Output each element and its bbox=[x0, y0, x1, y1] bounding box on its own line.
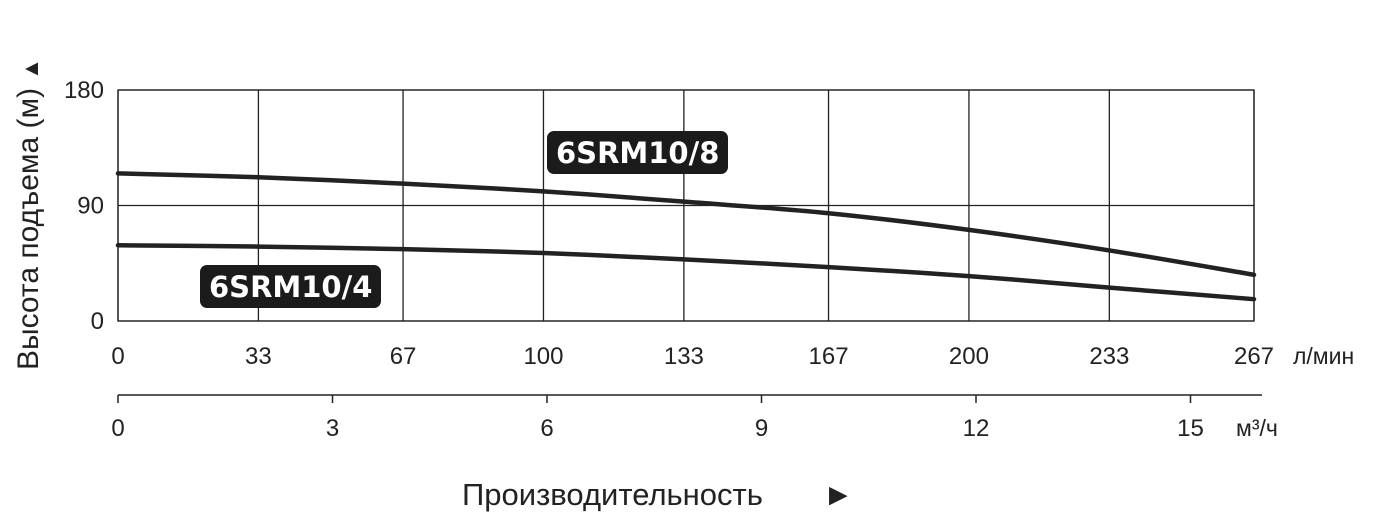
series-label-text: 6SRM10/4 bbox=[209, 270, 372, 304]
series-line-6srm10-4 bbox=[115, 243, 1257, 302]
x-lpm-tick-label: 267 bbox=[1234, 343, 1274, 370]
x-lpm-tick-label: 0 bbox=[111, 343, 124, 370]
y-tick-label: 0 bbox=[91, 308, 104, 335]
x-m3h-tick-label: 6 bbox=[540, 415, 553, 442]
series-label-box bbox=[547, 131, 728, 174]
x-m3h-unit: м³/ч bbox=[1236, 415, 1278, 441]
x-lpm-tick-label: 33 bbox=[245, 343, 272, 370]
chart-series bbox=[115, 171, 1257, 302]
x-lpm-unit: л/мин bbox=[1293, 343, 1354, 369]
y-axis-label: Высота подъема (м)▲ bbox=[12, 58, 45, 370]
x-m3h-tick-label: 9 bbox=[755, 415, 768, 442]
x-lpm-tick-label: 100 bbox=[523, 343, 563, 370]
x-axis-title-arrow: ► bbox=[823, 477, 854, 512]
y-tick-label: 180 bbox=[64, 77, 104, 104]
x-m3h-tick-label: 15 bbox=[1177, 415, 1204, 442]
x-lpm-tick-label: 133 bbox=[664, 343, 704, 370]
series-label-6srm10-8: 6SRM10/8 bbox=[547, 131, 728, 174]
series-label-box bbox=[200, 265, 381, 308]
x-m3h-tick-label: 0 bbox=[111, 415, 124, 442]
x-m3h-tick-label: 3 bbox=[326, 415, 339, 442]
x-m3h-tick-label: 12 bbox=[963, 415, 990, 442]
chart-grid bbox=[117, 89, 1262, 403]
x-lpm-tick-label: 167 bbox=[809, 343, 849, 370]
series-label-6srm10-4: 6SRM10/4 bbox=[200, 265, 381, 308]
series-labels: 6SRM10/8 6SRM10/4 bbox=[200, 131, 728, 308]
series-line-6srm10-8 bbox=[115, 171, 1257, 278]
axis-ticks: 0 90 180 0 33 67 100 133 167 200 233 267 0 3 6 9 12 15 bbox=[64, 77, 1274, 442]
x-lpm-tick-label: 200 bbox=[949, 343, 989, 370]
x-axis-title: Производительность bbox=[462, 477, 763, 512]
series-label-text: 6SRM10/8 bbox=[556, 136, 719, 170]
y-tick-label: 90 bbox=[77, 193, 104, 220]
x-lpm-tick-label: 67 bbox=[390, 343, 417, 370]
x-lpm-tick-label: 233 bbox=[1089, 343, 1129, 370]
